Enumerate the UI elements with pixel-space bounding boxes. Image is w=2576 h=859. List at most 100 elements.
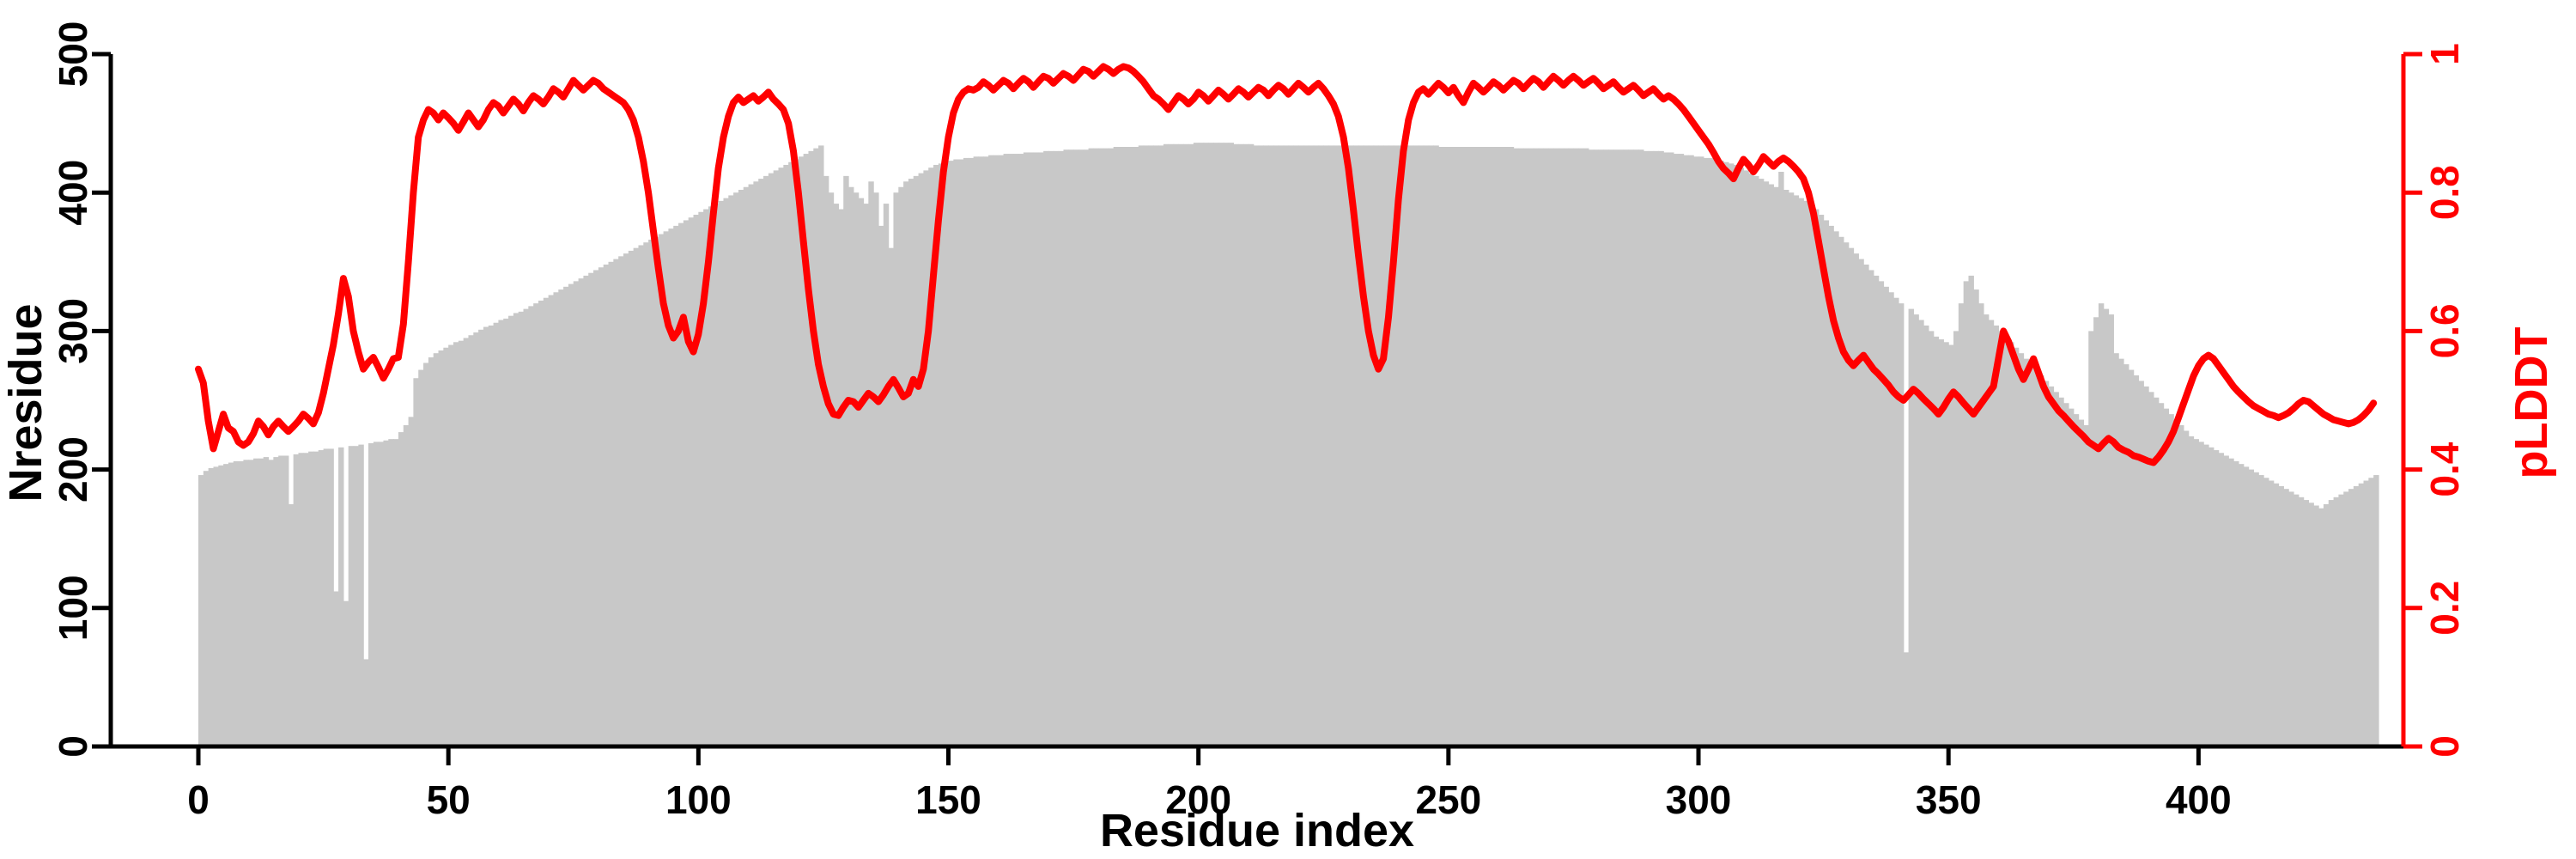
y-axis-title: Nresidue [0,303,52,502]
nresidue-bar [748,184,754,746]
nresidue-bar [1573,148,1579,746]
nresidue-bar [793,159,799,746]
nresidue-bar [1073,149,1079,747]
nresidue-bar [1458,147,1464,746]
nresidue-bar [2028,364,2034,746]
nresidue-bar [753,181,759,747]
nresidue-bar [2098,303,2105,746]
nresidue-bar [1713,159,1719,746]
nresidue-bar [1593,149,1600,747]
nresidue-bar [1018,154,1024,746]
x-axis-tick-label: 300 [1666,777,1732,822]
nresidue-bar [958,159,964,746]
nresidue-bar [658,234,665,746]
nresidue-bar [1148,145,1154,746]
nresidue-bar [1233,143,1239,746]
nresidue-bar [2058,397,2064,746]
nresidue-bar [1703,157,1710,746]
nresidue-bar [963,157,969,746]
nresidue-bar [1298,145,1304,746]
nresidue-bar [1993,325,2000,746]
nresidue-bar [298,453,304,746]
nresidue-bar [2128,369,2135,746]
nresidue-bar [213,466,219,746]
nresidue-bar [1908,308,1915,746]
nresidue-bar [2253,472,2259,746]
nresidue-bar [1333,145,1340,746]
nresidue-bar [1513,148,1519,746]
nresidue-bar [1818,214,1825,747]
nresidue-bar [1823,220,1830,746]
nresidue-bar [993,155,999,746]
nresidue-bar [2013,347,2020,746]
nresidue-bar [2353,485,2360,746]
nresidue-bar [1428,145,1434,746]
nresidue-bar [1588,149,1595,747]
nresidue-bar [2268,480,2275,746]
x-axis-tick-label: 250 [1415,777,1481,822]
nresidue-bar [2083,425,2089,746]
nresidue-bar [1953,331,1959,746]
nresidue-bar [708,206,714,746]
nresidue-bar [378,442,385,746]
nresidue-bar [1773,186,1779,746]
nresidue-bar [203,471,210,746]
nresidue-bar [2313,505,2319,746]
right-axis: 0 0.2 0.4 0.6 0.8 1 [2401,43,2467,758]
nresidue-bar [983,156,989,747]
nresidue-bar [713,204,720,747]
nresidue-bar [288,503,295,746]
right-axis-tick-label: 0.8 [2422,165,2467,220]
nresidue-bar [618,256,624,747]
nresidue-bar [813,148,819,746]
nresidue-bar [763,175,769,747]
nresidue-bar [2373,475,2379,746]
nresidue-bar [443,347,449,746]
nresidue-bar [1383,145,1389,746]
nresidue-bar [768,173,775,746]
nresidue-bar [2188,436,2195,746]
nresidue-bar [518,311,525,746]
nresidue-bar [1903,652,1910,746]
nresidue-bar [2063,403,2069,746]
nresidue-bar [1918,320,1924,746]
x-axis-title: Residue index [1100,805,1414,856]
nresidue-bar [228,462,234,746]
nresidue-bar [1698,156,1704,747]
nresidue-bar [613,259,619,747]
nresidue-bar [1718,161,1724,746]
nresidue-bar [1203,143,1209,747]
nresidue-bar [2068,408,2075,746]
nresidue-bar [873,192,879,746]
nresidue-bar [953,159,959,746]
nresidue-bar [1213,143,1219,747]
x-axis-tick-label: 50 [427,777,471,822]
nresidue-bar [258,458,264,746]
nresidue-bar [563,286,569,746]
nresidue-bar [543,297,550,747]
nresidue-bar [1603,149,1609,747]
nresidue-bar [968,157,975,746]
nresidue-bar [1158,145,1164,746]
nresidue-bar [1813,209,1820,747]
nresidue-bar [1568,148,1575,746]
nresidue-bar [513,313,519,746]
nresidue-bar [2223,455,2229,746]
nresidue-bar [933,164,939,746]
nresidue-bar [398,432,404,746]
nresidue-bar [903,181,909,747]
nresidue-bar [1983,314,1990,746]
nresidue-bar [1928,331,1935,746]
nresidue-bar [628,250,635,746]
nresidue-bar [268,460,274,746]
nresidue-bar [1988,320,1995,746]
nresidue-bar [1388,145,1394,746]
nresidue-bar [643,242,649,747]
nresidue-bar [1803,200,1809,746]
nresidue-bar [1278,145,1285,746]
nresidue-bar [463,338,470,746]
nresidue-bar [348,446,355,746]
nresidue-bar [1558,148,1564,746]
nresidue-bar [803,154,810,746]
nresidue-bar [2073,414,2080,746]
